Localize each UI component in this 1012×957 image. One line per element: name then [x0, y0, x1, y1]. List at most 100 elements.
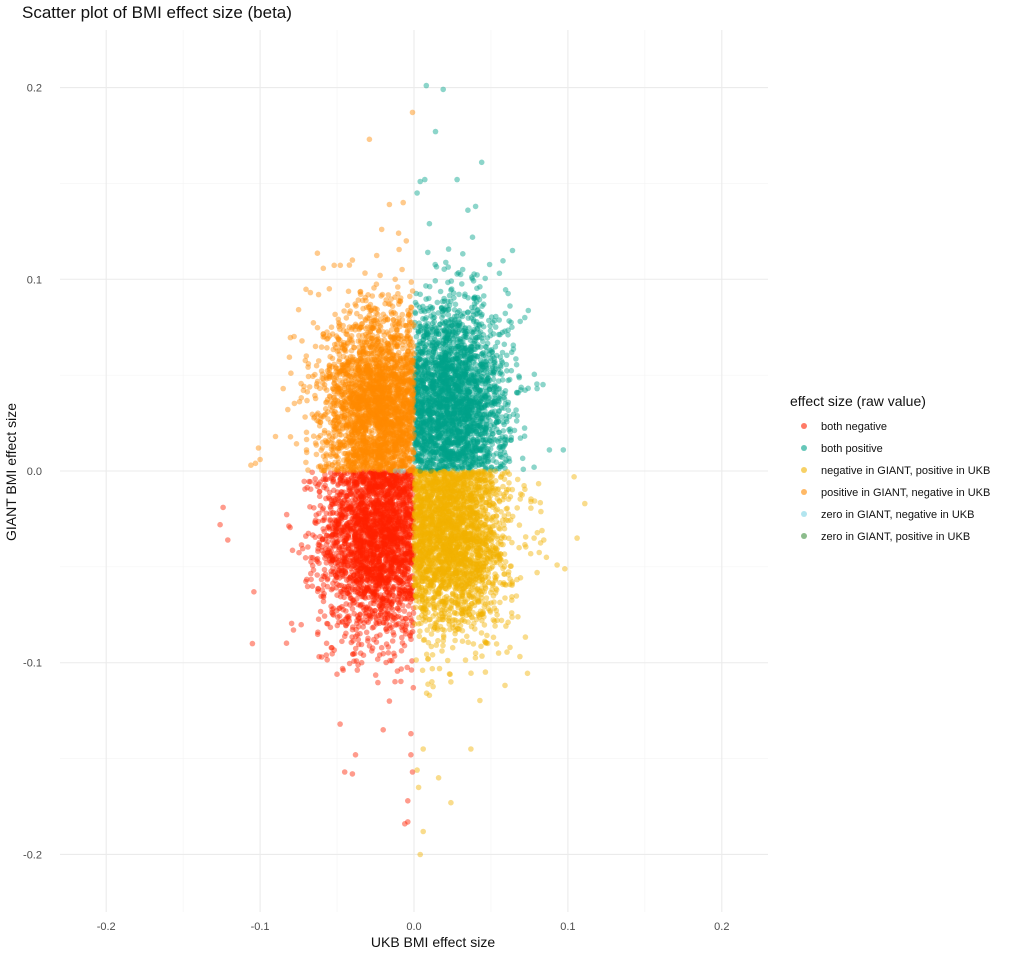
data-point	[290, 627, 297, 633]
data-point	[356, 562, 363, 568]
data-point	[304, 583, 311, 590]
data-point	[400, 557, 407, 564]
data-point	[372, 571, 379, 578]
data-point	[378, 615, 385, 621]
data-point	[501, 405, 507, 412]
data-point	[320, 505, 327, 512]
data-point	[357, 473, 364, 479]
data-point	[482, 275, 489, 282]
data-point	[502, 391, 508, 397]
data-point	[323, 560, 330, 566]
data-point	[367, 499, 373, 506]
data-point	[337, 477, 344, 484]
data-point	[375, 528, 382, 534]
data-point	[404, 664, 411, 671]
data-point	[356, 495, 363, 502]
data-point	[349, 547, 355, 554]
data-point	[407, 492, 414, 498]
data-point	[390, 482, 397, 489]
data-point	[381, 541, 388, 548]
data-point	[396, 475, 403, 481]
data-point	[395, 594, 402, 600]
data-point	[405, 551, 412, 557]
data-point	[374, 544, 381, 550]
data-point	[461, 383, 467, 390]
data-point	[383, 626, 389, 633]
data-point	[361, 500, 368, 506]
data-point	[350, 563, 357, 569]
data-point	[405, 798, 411, 804]
data-point	[373, 490, 379, 496]
data-point	[462, 333, 468, 340]
data-point	[360, 591, 367, 598]
data-point	[376, 553, 383, 559]
data-point	[382, 523, 389, 529]
data-point	[333, 550, 340, 557]
data-point	[375, 484, 381, 490]
data-point	[385, 650, 392, 656]
data-point	[373, 633, 380, 640]
data-point	[289, 547, 296, 554]
data-point	[358, 496, 365, 503]
data-point	[407, 550, 413, 556]
data-point	[354, 667, 361, 673]
data-point	[358, 516, 365, 522]
data-point	[400, 602, 406, 609]
data-point	[362, 610, 369, 617]
data-point	[355, 489, 362, 496]
data-point	[378, 474, 384, 481]
data-point	[439, 443, 446, 450]
data-point	[374, 539, 381, 546]
data-point	[494, 426, 500, 433]
data-point	[396, 521, 402, 527]
data-point	[351, 550, 357, 556]
data-point	[334, 671, 340, 677]
data-point	[347, 504, 354, 510]
data-point	[356, 590, 363, 597]
data-point	[374, 517, 381, 524]
data-point	[350, 651, 356, 657]
data-point	[355, 516, 361, 523]
data-point	[370, 528, 377, 534]
data-point	[521, 433, 528, 440]
data-point	[378, 540, 385, 546]
data-point	[372, 483, 378, 490]
data-point	[345, 524, 351, 531]
data-point	[400, 578, 407, 585]
data-point	[391, 479, 398, 486]
data-point	[355, 636, 362, 643]
data-point	[437, 288, 444, 295]
data-point	[355, 494, 362, 501]
data-point	[342, 552, 348, 559]
data-point	[470, 278, 477, 284]
data-point	[335, 468, 342, 475]
data-point	[249, 640, 256, 647]
data-point	[322, 571, 329, 577]
data-point	[365, 557, 372, 563]
data-point	[402, 471, 408, 478]
data-point	[380, 727, 387, 733]
data-point	[288, 620, 295, 627]
data-point	[381, 482, 388, 488]
data-point	[540, 381, 546, 388]
data-point	[371, 593, 377, 599]
data-point	[348, 639, 355, 646]
data-point	[351, 560, 358, 566]
data-point	[380, 539, 387, 546]
data-point	[317, 608, 324, 615]
data-point	[385, 527, 392, 534]
data-point	[372, 672, 379, 678]
data-point	[388, 472, 394, 479]
data-point	[385, 644, 392, 650]
data-point	[359, 548, 366, 554]
data-point	[333, 540, 339, 546]
data-point	[456, 291, 462, 298]
data-point	[356, 554, 362, 560]
data-point	[385, 550, 392, 556]
data-point	[312, 480, 319, 487]
data-point	[303, 578, 309, 585]
data-point	[378, 543, 384, 549]
data-point	[471, 300, 478, 307]
data-point	[385, 476, 392, 482]
